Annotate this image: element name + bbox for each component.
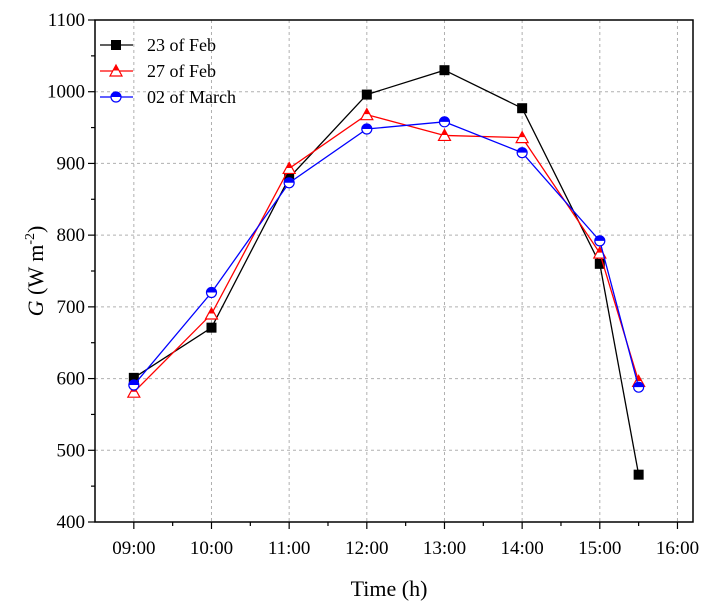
data-point-square [206,322,217,333]
y-tick-labels: 400 500 600 700 800 900 1000 1100 [47,10,85,533]
grid-lines [95,20,693,522]
data-point-square [594,258,605,269]
y-tick-label: 1100 [48,10,85,31]
data-point-circle [594,235,606,247]
data-point-triangle [282,161,297,175]
y-tick-label: 900 [57,153,86,174]
data-point-square [633,469,644,480]
legend: 23 of Feb 27 of Feb 02 of March [100,35,236,107]
x-tick-label: 15:00 [578,538,621,559]
axis-ticks [88,19,679,529]
data-point-circle [516,147,528,159]
x-tick-label: 16:00 [656,538,699,559]
x-tick-labels: 09:00 10:00 11:00 12:00 13:00 14:00 15:00 16:00 [112,538,699,559]
y-tick-label: 500 [57,440,86,461]
data-point-triangle [359,107,374,121]
y-tick-label: 600 [57,369,86,390]
legend-label: 23 of Feb [147,35,216,55]
legend-item: 23 of Feb [100,35,216,55]
y-axis-title: G (W m-2) [23,226,48,317]
x-tick-label: 13:00 [423,538,466,559]
x-tick-label: 14:00 [501,538,544,559]
data-point-triangle [108,63,124,77]
legend-label: 27 of Feb [147,61,216,81]
data-point-square [128,372,139,383]
data-series [126,65,646,480]
y-tick-label: 400 [57,512,86,533]
data-point-circle [110,91,122,103]
y-tick-label: 700 [57,297,86,318]
data-point-triangle [515,130,530,144]
series-02-of-march [128,116,645,393]
data-point-triangle [437,128,452,142]
x-axis-title: Time (h) [351,576,428,601]
data-point-circle [283,177,295,189]
series-line [133,113,640,393]
data-point-square [361,89,372,100]
legend-item: 02 of March [100,87,236,107]
data-point-circle [438,116,451,128]
data-point-circle [633,381,645,393]
series-23-of-feb [128,65,644,480]
series-27-of-feb [126,107,646,398]
legend-item: 27 of Feb [100,61,216,81]
data-point-circle [128,379,140,391]
data-point-circle [205,286,218,299]
data-point-triangle [204,306,219,320]
series-line [133,121,640,388]
legend-label: 02 of March [147,87,236,107]
x-tick-label: 11:00 [268,538,311,559]
x-tick-label: 12:00 [345,538,388,559]
y-tick-label: 800 [57,225,86,246]
data-point-square [439,65,450,76]
x-tick-label: 10:00 [190,538,233,559]
data-point-square [111,40,121,50]
data-point-circle [361,123,373,135]
series-line [133,69,640,475]
data-point-square [517,103,528,114]
y-tick-label: 1000 [47,82,85,103]
x-tick-label: 09:00 [112,538,155,559]
